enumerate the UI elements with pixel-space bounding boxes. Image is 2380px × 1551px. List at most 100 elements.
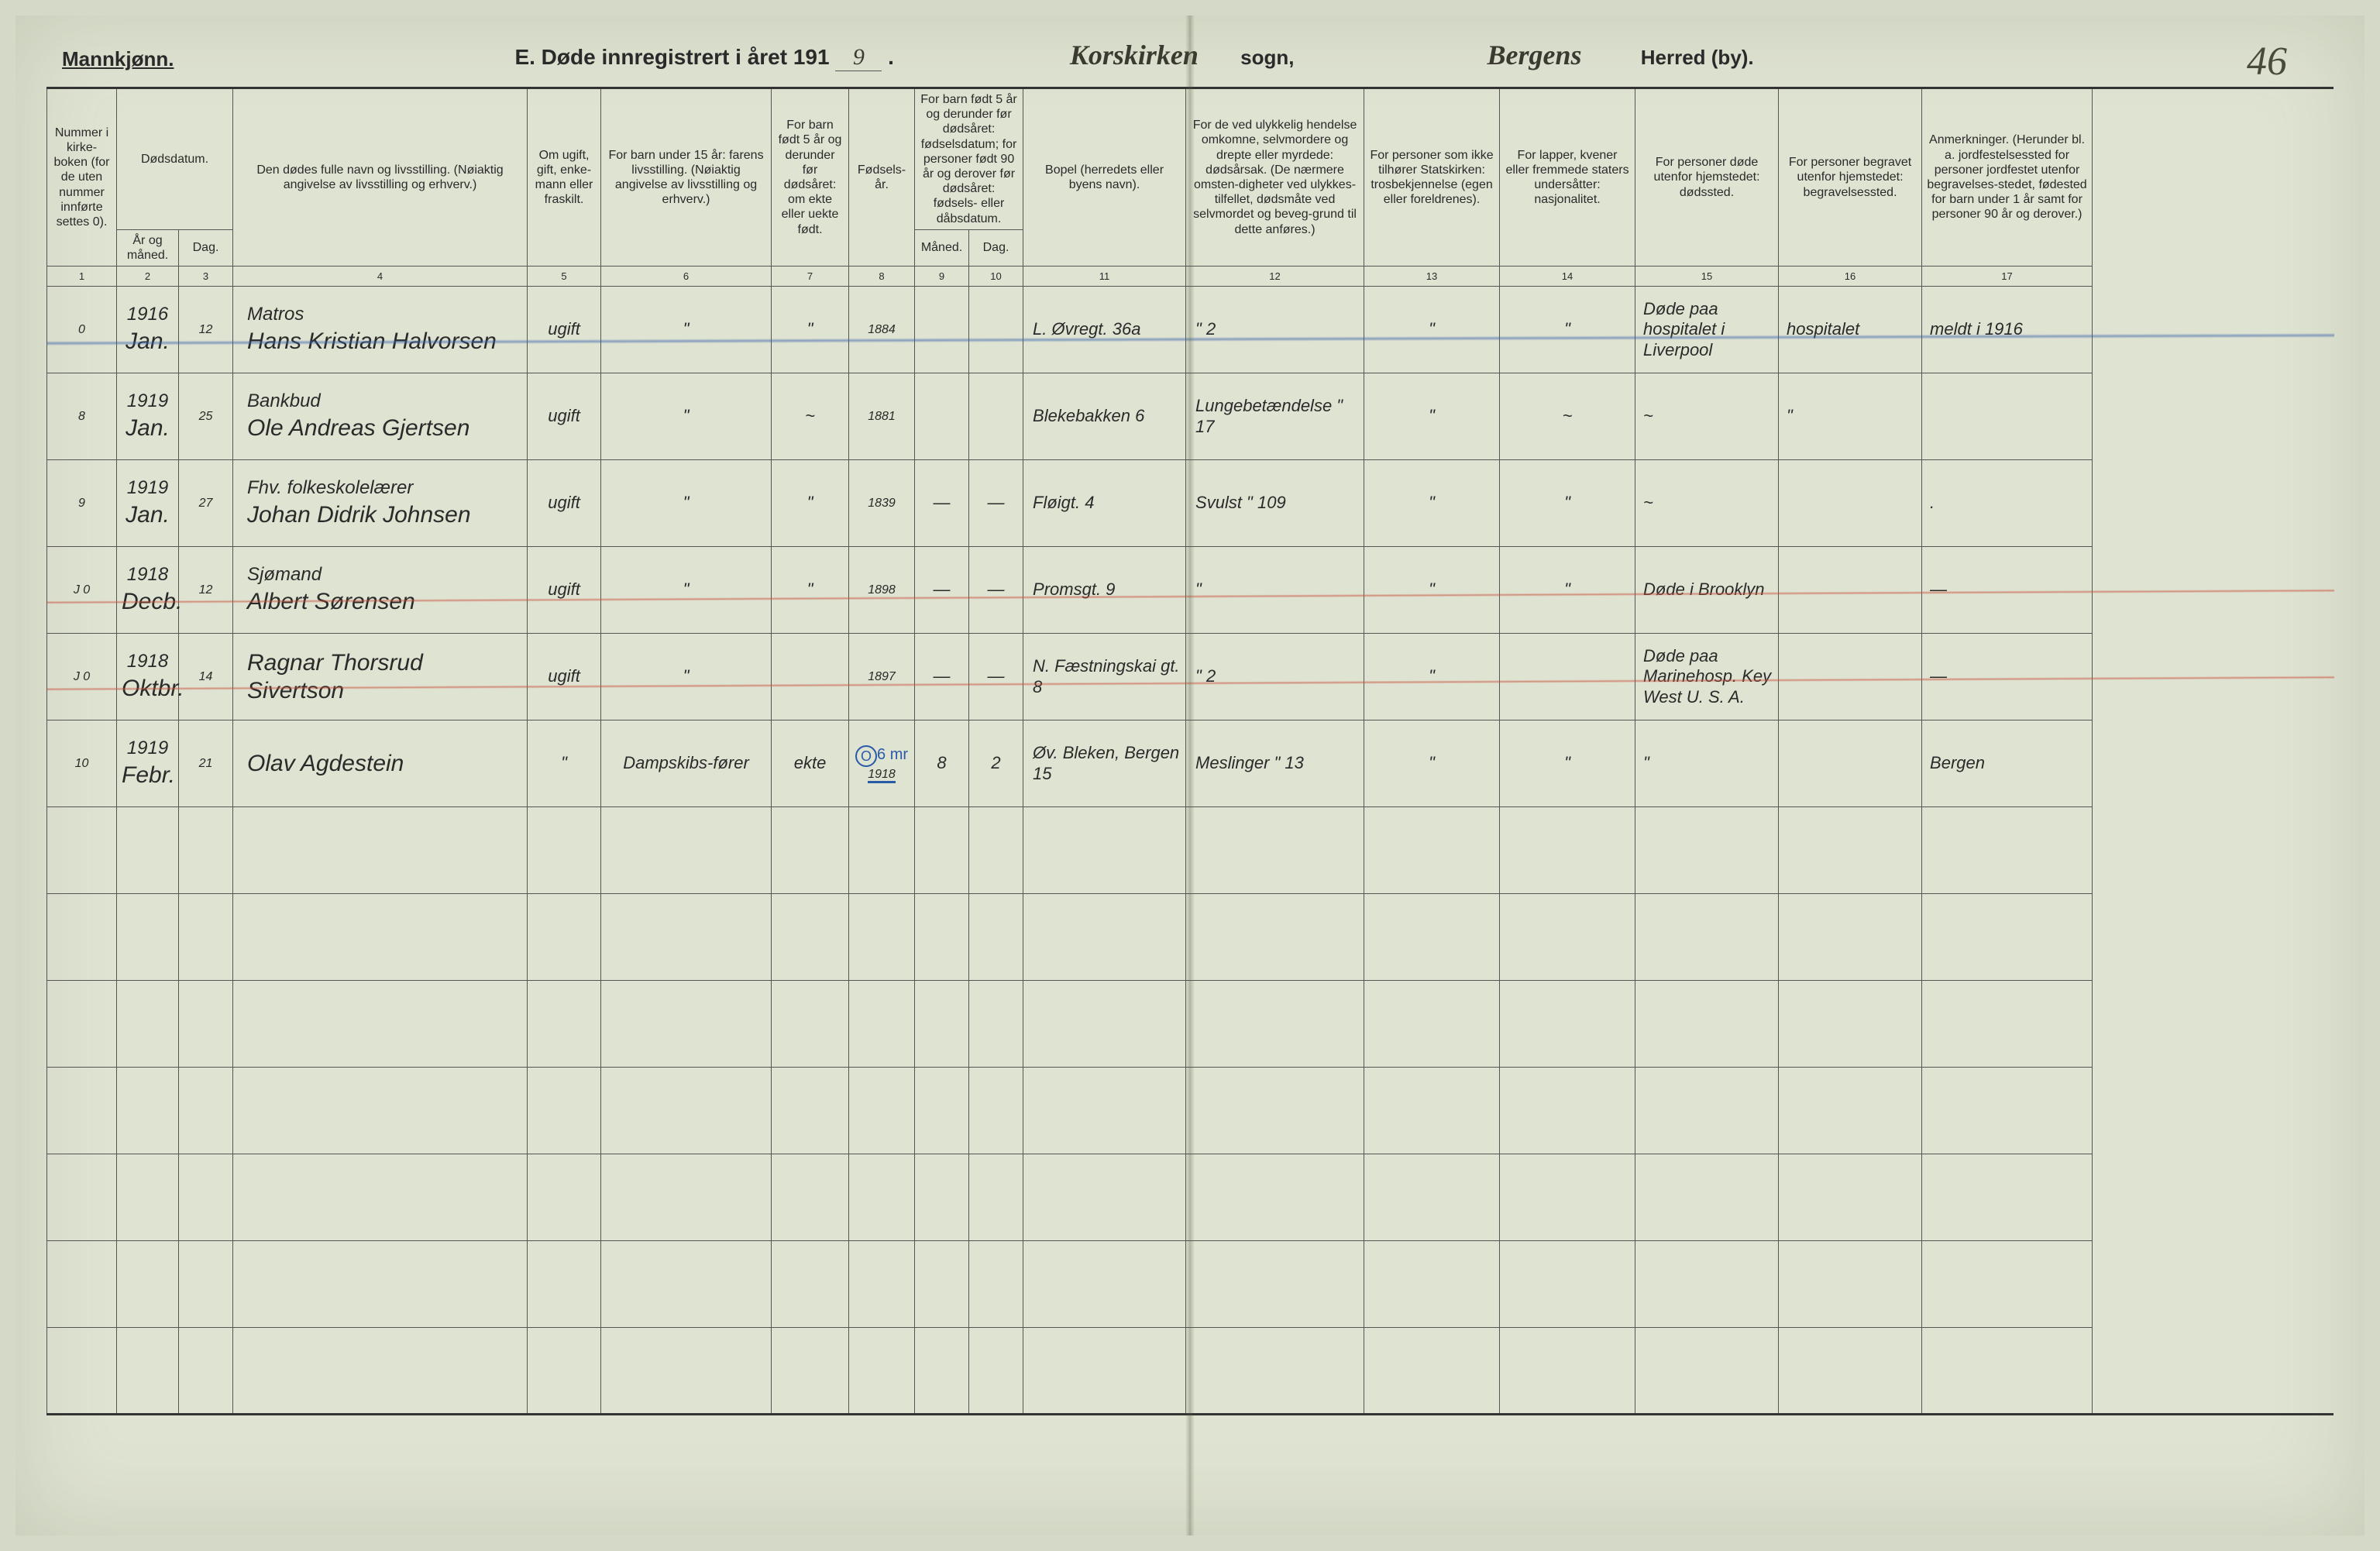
district-value: Bergens [1434, 39, 1635, 71]
col-num: 9 [915, 267, 969, 287]
empty-cell [1186, 1068, 1364, 1154]
cell-birth-day: — [969, 460, 1023, 547]
empty-cell [849, 1241, 915, 1328]
cell-nationality [1500, 634, 1635, 720]
empty-cell [969, 1241, 1023, 1328]
col-header-burialplace: For personer begravet utenfor hjemstedet… [1779, 88, 1922, 267]
empty-cell [1500, 1328, 1635, 1415]
cell-father: " [601, 287, 772, 373]
col-num: 6 [601, 267, 772, 287]
cell-father: Dampskibs-fører [601, 720, 772, 807]
cell-birth-year: 1839 [849, 460, 915, 547]
cell-number: 10 [47, 720, 117, 807]
cell-legitimacy: " [772, 547, 849, 634]
empty-cell [1922, 1068, 2093, 1154]
empty-cell [1779, 981, 1922, 1068]
column-number-row: 1 2 3 4 5 6 7 8 9 10 11 12 13 14 15 16 1… [47, 267, 2334, 287]
cell-nationality: " [1500, 547, 1635, 634]
empty-cell [1635, 807, 1779, 894]
cell-marital: ugift [528, 460, 601, 547]
col-num: 10 [969, 267, 1023, 287]
col-header-deathplace: For personer døde utenfor hjemstedet: dø… [1635, 88, 1779, 267]
cell-father: " [601, 373, 772, 460]
empty-cell [1635, 1154, 1779, 1241]
cell-marital: ugift [528, 373, 601, 460]
cell-residence: N. Fæstningskai gt. 8 [1023, 634, 1186, 720]
col-header-remarks: Anmerkninger. (Herunder bl. a. jordfeste… [1922, 88, 2093, 267]
empty-cell [915, 1241, 969, 1328]
parish-label: sogn, [1240, 46, 1294, 69]
table-row-empty [47, 1241, 2334, 1328]
empty-cell [772, 981, 849, 1068]
empty-cell [1922, 1241, 2093, 1328]
col-header-residence: Bopel (herredets eller byens navn). [1023, 88, 1186, 267]
col-num: 16 [1779, 267, 1922, 287]
empty-cell [915, 1068, 969, 1154]
empty-cell [233, 894, 528, 981]
cell-year-month: 1919Febr. [117, 720, 179, 807]
cell-name: MatrosHans Kristian Halvorsen [233, 287, 528, 373]
empty-cell [1922, 1328, 2093, 1415]
empty-cell [849, 1328, 915, 1415]
empty-cell [1364, 1154, 1500, 1241]
empty-cell [117, 894, 179, 981]
cell-deathplace: " [1635, 720, 1779, 807]
col-num: 3 [179, 267, 233, 287]
empty-cell [117, 807, 179, 894]
empty-cell [47, 1241, 117, 1328]
empty-cell [1186, 894, 1364, 981]
cell-nationality: " [1500, 460, 1635, 547]
district-label: Herred (by). [1641, 46, 1754, 69]
empty-cell [1779, 1068, 1922, 1154]
cell-year-month: 1916Jan. [117, 287, 179, 373]
cell-birth-day: — [969, 547, 1023, 634]
cell-father: " [601, 547, 772, 634]
empty-cell [528, 981, 601, 1068]
cell-number: 8 [47, 373, 117, 460]
empty-cell [772, 1328, 849, 1415]
empty-cell [915, 1154, 969, 1241]
cell-birth-year: 1881 [849, 373, 915, 460]
col-header-day: Dag. [179, 229, 233, 266]
cell-remarks: meldt i 1916 [1922, 287, 2093, 373]
col-num: 14 [1500, 267, 1635, 287]
empty-cell [1186, 1328, 1364, 1415]
col-header-death-date-group: Dødsdatum. [117, 88, 233, 230]
col-num: 1 [47, 267, 117, 287]
empty-cell [1779, 1328, 1922, 1415]
empty-cell [47, 894, 117, 981]
parish-block: Korskirken sogn, [1034, 39, 1295, 71]
cell-year-month: 1919Jan. [117, 373, 179, 460]
cell-birth-year: 1898 [849, 547, 915, 634]
cell-birth-month: — [915, 547, 969, 634]
cell-birth-year: 1884 [849, 287, 915, 373]
empty-cell [1779, 1241, 1922, 1328]
empty-cell [1023, 1328, 1186, 1415]
table-header: Nummer i kirke-boken (for de uten nummer… [47, 88, 2334, 287]
cell-burialplace [1779, 460, 1922, 547]
table-row: J 01918Decb.12SjømandAlbert Sørensenugif… [47, 547, 2334, 634]
cell-father: " [601, 460, 772, 547]
empty-cell [601, 1068, 772, 1154]
cell-faith: " [1364, 373, 1500, 460]
col-header-faith: For personer som ikke tilhører Statskirk… [1364, 88, 1500, 267]
cell-number: J 0 [47, 634, 117, 720]
cell-deathplace: Døde paa hospitalet i Liverpool [1635, 287, 1779, 373]
empty-cell [849, 981, 915, 1068]
cell-birth-month: — [915, 460, 969, 547]
cell-remarks: . [1922, 460, 2093, 547]
cell-residence: L. Øvregt. 36a [1023, 287, 1186, 373]
empty-cell [179, 807, 233, 894]
col-header-number: Nummer i kirke-boken (for de uten nummer… [47, 88, 117, 267]
col-num: 17 [1922, 267, 2093, 287]
cell-year-month: 1919Jan. [117, 460, 179, 547]
cell-residence: Fløigt. 4 [1023, 460, 1186, 547]
cell-day: 25 [179, 373, 233, 460]
cell-remarks: — [1922, 547, 2093, 634]
cell-day: 12 [179, 547, 233, 634]
cell-name: SjømandAlbert Sørensen [233, 547, 528, 634]
cell-burialplace [1779, 547, 1922, 634]
cell-name: Ragnar Thorsrud Sivertson [233, 634, 528, 720]
cell-faith: " [1364, 720, 1500, 807]
empty-cell [1500, 894, 1635, 981]
